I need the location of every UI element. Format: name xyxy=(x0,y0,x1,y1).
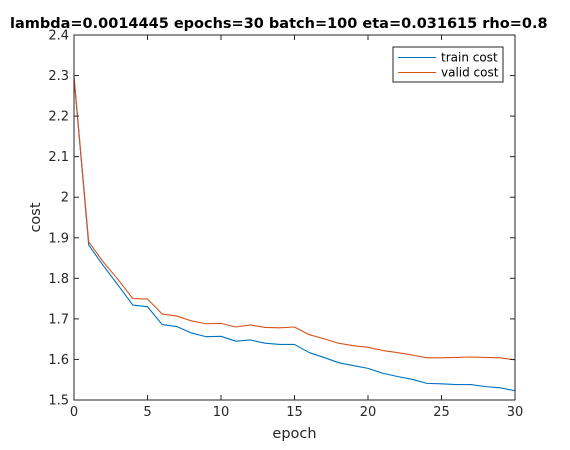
x-tick-label: 30 xyxy=(507,405,524,420)
series-layer xyxy=(73,76,516,392)
x-tick-label: 20 xyxy=(360,405,377,420)
y-tick-label: 2.1 xyxy=(48,150,69,165)
y-tick-label: 2.4 xyxy=(48,29,69,44)
y-tick-label: 2 xyxy=(61,191,69,206)
y-axis-label: cost xyxy=(28,202,44,232)
x-tick-label: 10 xyxy=(213,405,230,420)
x-tick-label: 15 xyxy=(286,405,303,420)
legend-label-valid-cost: valid cost xyxy=(441,66,499,80)
x-tick-label: 5 xyxy=(143,405,151,420)
plot-area xyxy=(74,35,515,400)
series-line-train-cost xyxy=(73,77,516,392)
y-tick-label: 2.3 xyxy=(48,69,69,84)
legend: train cost valid cost xyxy=(392,46,504,83)
y-tick-label: 1.8 xyxy=(48,272,69,287)
y-tick-label: 2.2 xyxy=(48,110,69,125)
legend-box xyxy=(392,46,504,83)
chart-title: lambda=0.0014445 epochs=30 batch=100 eta… xyxy=(10,16,548,32)
y-tick-label: 1.7 xyxy=(48,312,69,327)
y-tick-label: 1.9 xyxy=(48,231,69,246)
x-tick-label: 0 xyxy=(70,405,78,420)
ticks-layer: 0 5 10 15 20 25 30 1.5 1.6 1.7 1.8 1.9 2 2.1 2.2 2.3 2.4 xyxy=(48,29,523,421)
x-tick-label: 25 xyxy=(433,405,450,420)
y-tick-label: 1.5 xyxy=(48,394,69,409)
y-tick-label: 1.6 xyxy=(48,353,69,368)
series-line-valid-cost xyxy=(73,76,516,361)
x-axis-label: epoch xyxy=(272,426,316,442)
legend-label-train-cost: train cost xyxy=(441,51,498,65)
